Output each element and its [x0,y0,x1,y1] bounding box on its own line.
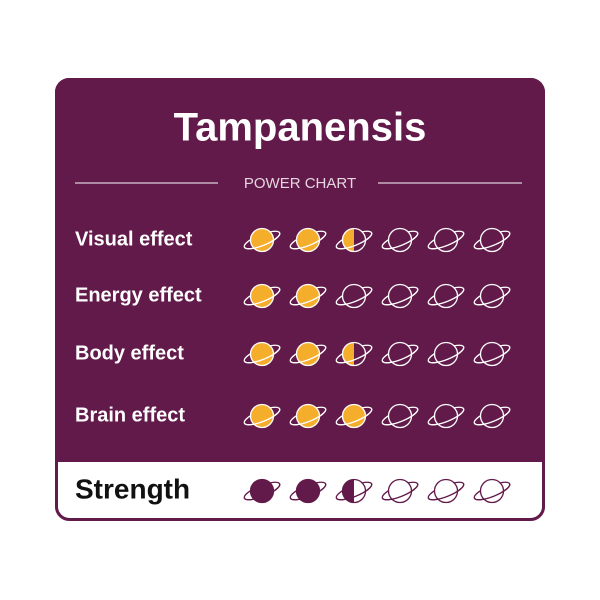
planet-icon [473,478,511,504]
subtitle: POWER CHART [244,175,356,192]
planet-icon [427,403,465,429]
planet-icon [335,341,373,367]
rating-icons [243,283,511,309]
planet-icon [427,341,465,367]
planet-icon [473,403,511,429]
planet-icon [473,283,511,309]
planet-icon [289,283,327,309]
planet-icon [289,478,327,504]
planet-icon [335,283,373,309]
planet-icon [381,403,419,429]
row-label: Strength [75,473,190,504]
rating-icons [243,341,511,367]
planet-icon [473,341,511,367]
title: Tampanensis [174,106,427,150]
planet-icon [335,403,373,429]
row-label: Body effect [75,342,184,364]
card-border [55,78,545,521]
planet-icon [243,227,281,253]
rating-icons [243,478,511,504]
planet-icon [289,227,327,253]
planet-icon [335,478,373,504]
planet-icon [243,403,281,429]
planet-icon [381,341,419,367]
planet-icon [473,227,511,253]
planet-icon [381,283,419,309]
planet-icon [427,227,465,253]
planet-icon [335,227,373,253]
row-label: Visual effect [75,228,193,250]
rating-icons [243,403,511,429]
planet-icon [427,283,465,309]
planet-icon [243,341,281,367]
planet-icon [289,403,327,429]
planet-icon [381,478,419,504]
planet-icon [381,227,419,253]
planet-icon [243,478,281,504]
row-label: Energy effect [75,284,202,306]
planet-icon [427,478,465,504]
row-label: Brain effect [75,404,185,426]
planet-icon [289,341,327,367]
planet-icon [243,283,281,309]
rating-icons [243,227,511,253]
